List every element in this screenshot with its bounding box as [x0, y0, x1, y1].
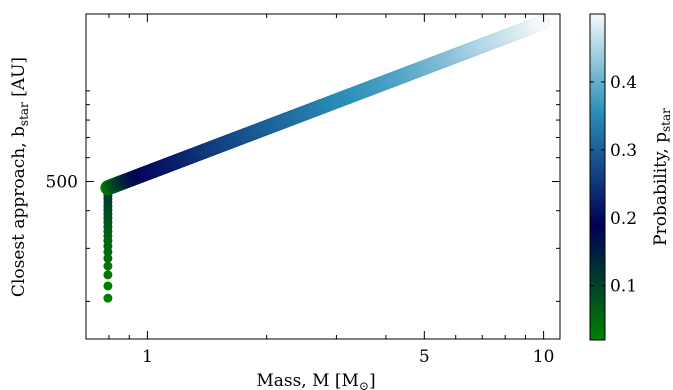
colorbar-ticks: 0.1 0.2 0.3 0.4 [590, 73, 637, 297]
data-point [103, 270, 113, 280]
x-axis-label-text: Mass, M [M [256, 371, 359, 390]
x-tick-label: 10 [533, 347, 555, 367]
x-axis-label-sub: ⊙ [359, 379, 369, 390]
x-axis-label-close: ] [369, 371, 376, 390]
x-axis-label: Mass, M [M⊙] [256, 371, 375, 390]
plot-area [85, 13, 561, 340]
y-axis-label-sub: star [17, 102, 31, 126]
colorbar [589, 13, 606, 341]
colorbar-label-sub: star [659, 108, 673, 132]
x-tick-label: 1 [142, 347, 153, 367]
colorbar-label-text: Probability, p [651, 132, 671, 246]
data-point [103, 261, 113, 271]
data-point [536, 14, 552, 30]
y-tick-label: 500 [46, 173, 78, 193]
data-point [103, 293, 113, 303]
colorbar-tick-label: 0.1 [610, 277, 637, 297]
colorbar-label: Probability, pstar [651, 108, 673, 246]
data-point [103, 281, 113, 291]
y-axis-ticks: 500 [46, 90, 560, 302]
y-axis-label-close: [AU] [9, 57, 29, 102]
x-tick-label: 5 [419, 347, 430, 367]
colorbar-tick-label: 0.4 [610, 73, 637, 93]
y-axis-label: Closest approach, bstar [AU] [9, 57, 31, 297]
data-points [100, 14, 552, 303]
data-point [103, 253, 113, 263]
colorbar-tick-label: 0.3 [610, 141, 637, 161]
colorbar-tick-label: 0.2 [610, 209, 637, 229]
y-axis-label-text: Closest approach, b [9, 126, 29, 297]
x-axis-ticks: 1 5 10 [108, 14, 555, 367]
